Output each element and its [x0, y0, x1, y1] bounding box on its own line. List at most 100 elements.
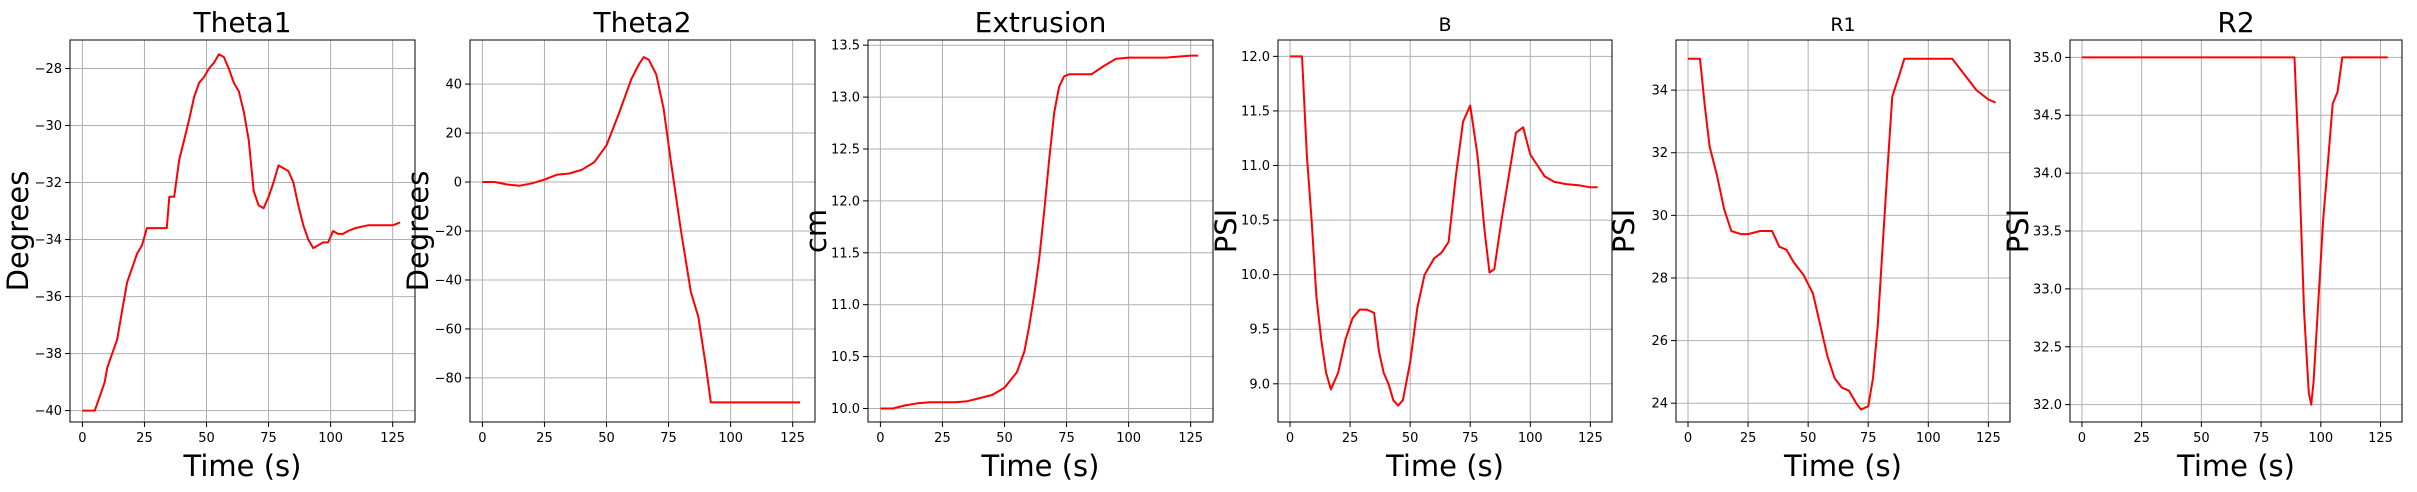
- plot-frame: [867, 39, 1214, 423]
- chart-title: R1: [1830, 14, 1855, 36]
- y-tick-label: 9.0: [1249, 377, 1270, 392]
- y-tick-label: −30: [35, 119, 62, 134]
- y-tick-label: 34.5: [2033, 109, 2062, 124]
- x-tick-label: 25: [934, 431, 951, 446]
- x-tick-label: 25: [536, 431, 553, 446]
- y-tick-label: 11.5: [1241, 104, 1270, 119]
- y-tick-label: 33.5: [2033, 225, 2062, 240]
- x-tick-label: 25: [1342, 431, 1359, 446]
- y-tick-label: 10.0: [831, 402, 860, 417]
- x-tick-label: 100: [1916, 431, 1941, 446]
- y-tick-label: 13.5: [831, 39, 860, 54]
- x-tick-label: 0: [876, 431, 884, 446]
- subplot-2: 0 25 50 75 100 125 −80 −60 −40 −20 0 20 40 Theta2 Degr…: [401, 6, 816, 446]
- y-tick-label: −40: [35, 404, 62, 419]
- y-axis-label: Degrees: [1, 171, 35, 292]
- series-line: [2081, 56, 2388, 406]
- y-axis-label: PSI: [1209, 209, 1243, 253]
- x-tick-label: 0: [1286, 431, 1294, 446]
- y-tick-label: 34.0: [2033, 167, 2062, 182]
- chart-title: R2: [2217, 6, 2254, 39]
- y-tick-label: 35.0: [2033, 51, 2062, 66]
- y-tick-label: −40: [435, 273, 462, 288]
- plot-frame: [1277, 39, 1613, 423]
- x-axis-label: Time (s): [183, 449, 302, 483]
- x-tick-label: 25: [136, 431, 153, 446]
- y-tick-label: 40: [445, 78, 462, 93]
- plot-frame: [69, 39, 416, 423]
- x-tick-label: 75: [1462, 431, 1479, 446]
- x-tick-label: 125: [1178, 431, 1203, 446]
- chart-title: B: [1438, 14, 1451, 36]
- y-tick-label: 32: [1651, 146, 1668, 161]
- y-tick-label: 26: [1651, 334, 1668, 349]
- y-tick-label: −38: [35, 347, 62, 362]
- y-tick-label: 12.5: [831, 142, 860, 157]
- y-tick-label: 34: [1651, 84, 1668, 99]
- series-line: [82, 53, 401, 412]
- y-tick-label: 10.0: [1241, 268, 1270, 283]
- y-tick-label: 32.0: [2033, 398, 2062, 413]
- x-tick-label: 100: [2308, 431, 2333, 446]
- subplot-3: 0 25 50 75 100 125 10.0 10.5 11.0 11.5 12.0 12.5 13.…: [799, 6, 1214, 483]
- y-tick-label: −32: [35, 176, 62, 191]
- x-tick-label: 100: [718, 431, 743, 446]
- y-tick-label: −80: [435, 371, 462, 386]
- y-axis-label: cm: [799, 209, 833, 253]
- x-tick-label: 50: [996, 431, 1013, 446]
- x-axis-label: Time (s): [1385, 449, 1504, 483]
- plot-frame: [1675, 39, 2011, 423]
- x-tick-label: 125: [1578, 431, 1603, 446]
- x-tick-label: 100: [318, 431, 343, 446]
- chart-title: Theta1: [192, 6, 291, 39]
- y-tick-label: −20: [435, 225, 462, 240]
- x-tick-label: 125: [2368, 431, 2393, 446]
- x-tick-label: 125: [1976, 431, 2001, 446]
- x-tick-label: 0: [78, 431, 86, 446]
- y-tick-label: 12.0: [1241, 50, 1270, 65]
- y-tick-label: 12.0: [831, 194, 860, 209]
- x-tick-label: 0: [1684, 431, 1692, 446]
- x-tick-label: 75: [1058, 431, 1075, 446]
- y-tick-label: −34: [35, 233, 62, 248]
- y-tick-label: 9.5: [1249, 323, 1270, 338]
- x-axis-label: Time (s): [1783, 449, 1902, 483]
- x-tick-label: 75: [660, 431, 677, 446]
- y-tick-label: 10.5: [1241, 214, 1270, 229]
- y-tick-label: 10.5: [831, 350, 860, 365]
- y-tick-label: 11.5: [831, 246, 860, 261]
- y-tick-label: 20: [445, 127, 462, 142]
- y-tick-label: −60: [435, 322, 462, 337]
- y-tick-label: 30: [1651, 209, 1668, 224]
- x-tick-label: 50: [1402, 431, 1419, 446]
- subplot-1: 0 25 50 75 100 125 −40 −38 −36 −34 −32 −30 −28 Theta1…: [1, 6, 416, 483]
- y-tick-label: 13.0: [831, 91, 860, 106]
- series-line: [1688, 57, 1996, 411]
- x-tick-label: 0: [2078, 431, 2086, 446]
- x-tick-label: 25: [2133, 431, 2150, 446]
- x-axis-label: Time (s): [981, 449, 1100, 483]
- x-tick-label: 125: [780, 431, 805, 446]
- x-tick-label: 50: [598, 431, 615, 446]
- y-tick-label: −36: [35, 290, 62, 305]
- x-tick-label: 100: [1116, 431, 1141, 446]
- x-tick-label: 75: [1860, 431, 1877, 446]
- x-tick-label: 50: [2193, 431, 2210, 446]
- y-axis-label: Degrees: [401, 171, 435, 292]
- y-tick-label: 11.0: [1241, 159, 1270, 174]
- y-tick-label: 32.5: [2033, 340, 2062, 355]
- series-line: [1290, 55, 1598, 407]
- x-tick-label: 100: [1518, 431, 1543, 446]
- x-tick-label: 125: [380, 431, 405, 446]
- x-tick-label: 75: [260, 431, 277, 446]
- y-tick-label: 11.0: [831, 298, 860, 313]
- y-axis-label: PSI: [1607, 209, 1641, 253]
- x-axis-label: Time (s): [2176, 449, 2295, 483]
- chart-title: Extrusion: [975, 6, 1107, 39]
- chart-title: Theta2: [592, 6, 691, 39]
- y-axis-label: PSI: [2001, 209, 2035, 253]
- series-line: [482, 56, 801, 404]
- series-line: [880, 54, 1199, 410]
- x-tick-label: 50: [198, 431, 215, 446]
